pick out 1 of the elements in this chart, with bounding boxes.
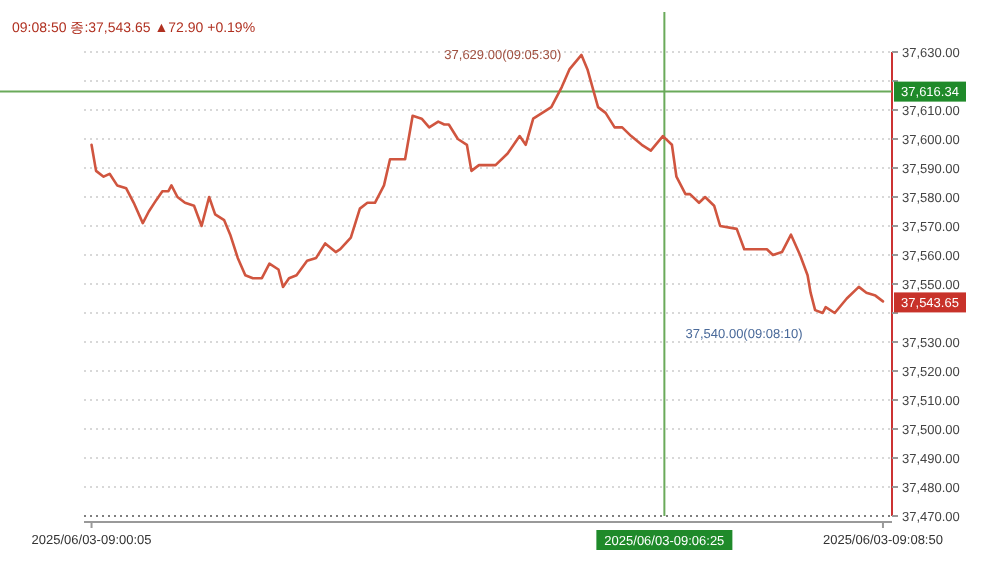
line-series — [90, 53, 885, 315]
